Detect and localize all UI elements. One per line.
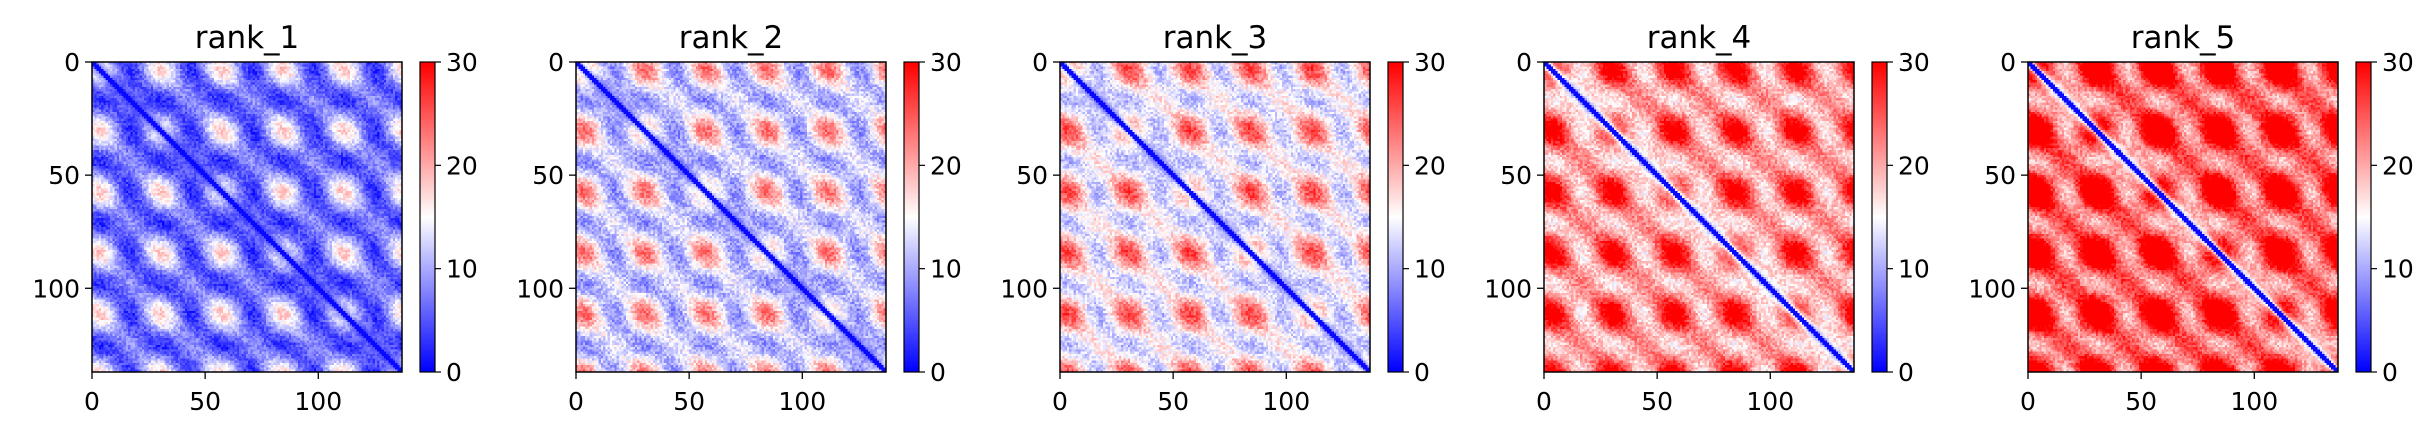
colorbar-gradient [1872, 62, 1887, 372]
plot-frame [575, 61, 887, 373]
colorbar-tick-label: 30 [930, 48, 962, 77]
colorbar-frame [1871, 61, 1888, 373]
colorbar-tick-label: 0 [1898, 358, 1914, 387]
x-tick-label: 50 [189, 387, 221, 416]
x-tick-label: 100 [2230, 387, 2278, 416]
chart-title: rank_3 [1163, 20, 1268, 56]
heatmap-panel: rank_2 0 50 100 0 50 100 0 10 20 30 [516, 20, 962, 416]
x-tick-label: 100 [1262, 387, 1310, 416]
colorbar-tick-label: 20 [930, 151, 962, 180]
x-tick-label: 50 [2125, 387, 2157, 416]
x-tick-label: 50 [1157, 387, 1189, 416]
colorbar-frame [2355, 61, 2372, 373]
heatmap-panel: rank_5 0 50 100 0 50 100 0 10 20 30 [1968, 20, 2414, 416]
y-tick-label: 0 [2000, 48, 2016, 77]
y-tick-label: 100 [516, 274, 564, 303]
chart-title: rank_5 [2131, 20, 2236, 56]
x-tick-label: 0 [1052, 387, 1068, 416]
colorbar-tick-label: 10 [2382, 255, 2414, 284]
heatmap-panel: rank_3 0 50 100 0 50 100 0 10 20 30 [1000, 20, 1446, 416]
heatmap-image [2028, 62, 2338, 372]
y-tick-label: 0 [1032, 48, 1048, 77]
colorbar-tick-label: 0 [2382, 358, 2398, 387]
colorbar-tick-label: 20 [2382, 151, 2414, 180]
colorbar-gradient [2356, 62, 2371, 372]
colorbar-tick-label: 0 [446, 358, 462, 387]
heatmap-image [1544, 62, 1854, 372]
colorbar-gradient [904, 62, 919, 372]
plot-frame [1059, 61, 1371, 373]
x-tick-label: 0 [1536, 387, 1552, 416]
colorbar-tick-label: 10 [1898, 255, 1930, 284]
colorbar-tick-label: 0 [930, 358, 946, 387]
colorbar-frame [419, 61, 436, 373]
x-tick-label: 0 [568, 387, 584, 416]
colorbar-tick-label: 30 [446, 48, 478, 77]
x-tick-label: 100 [294, 387, 342, 416]
y-tick-label: 0 [64, 48, 80, 77]
colorbar-frame [1387, 61, 1404, 373]
heatmap-panel: rank_1 0 50 100 0 50 100 0 10 20 30 [32, 20, 478, 416]
heatmap-image [92, 62, 402, 372]
y-tick-label: 0 [548, 48, 564, 77]
colorbar-gradient [420, 62, 435, 372]
chart-title: rank_2 [679, 20, 784, 56]
x-tick-label: 0 [2020, 387, 2036, 416]
y-tick-label: 50 [1500, 161, 1532, 190]
colorbar-tick-label: 10 [1414, 255, 1446, 284]
colorbar-tick-label: 20 [1898, 151, 1930, 180]
y-tick-label: 100 [1968, 274, 2016, 303]
x-tick-label: 100 [1746, 387, 1794, 416]
plot-frame [1543, 61, 1855, 373]
colorbar-tick-label: 10 [446, 255, 478, 284]
plot-frame [2027, 61, 2339, 373]
colorbar-tick-label: 30 [1414, 48, 1446, 77]
x-tick-label: 0 [84, 387, 100, 416]
chart-title: rank_4 [1647, 20, 1752, 56]
chart-title: rank_1 [195, 20, 300, 56]
y-tick-label: 50 [48, 161, 80, 190]
heatmap-image [576, 62, 886, 372]
x-tick-label: 50 [673, 387, 705, 416]
y-tick-label: 50 [532, 161, 564, 190]
y-tick-label: 0 [1516, 48, 1532, 77]
colorbar-tick-label: 30 [1898, 48, 1930, 77]
x-tick-label: 100 [778, 387, 826, 416]
colorbar-frame [903, 61, 920, 373]
colorbar-tick-label: 0 [1414, 358, 1430, 387]
colorbar-gradient [1388, 62, 1403, 372]
y-tick-label: 50 [1984, 161, 2016, 190]
colorbar-tick-label: 20 [446, 151, 478, 180]
y-tick-label: 100 [1484, 274, 1532, 303]
colorbar-tick-label: 10 [930, 255, 962, 284]
heatmap-panel: rank_4 0 50 100 0 50 100 0 10 20 30 [1484, 20, 1930, 416]
plot-frame [91, 61, 403, 373]
y-tick-label: 100 [1000, 274, 1048, 303]
heatmap-image [1060, 62, 1370, 372]
colorbar-tick-label: 20 [1414, 151, 1446, 180]
y-tick-label: 100 [32, 274, 80, 303]
colorbar-tick-label: 30 [2382, 48, 2414, 77]
x-tick-label: 50 [1641, 387, 1673, 416]
y-tick-label: 50 [1016, 161, 1048, 190]
